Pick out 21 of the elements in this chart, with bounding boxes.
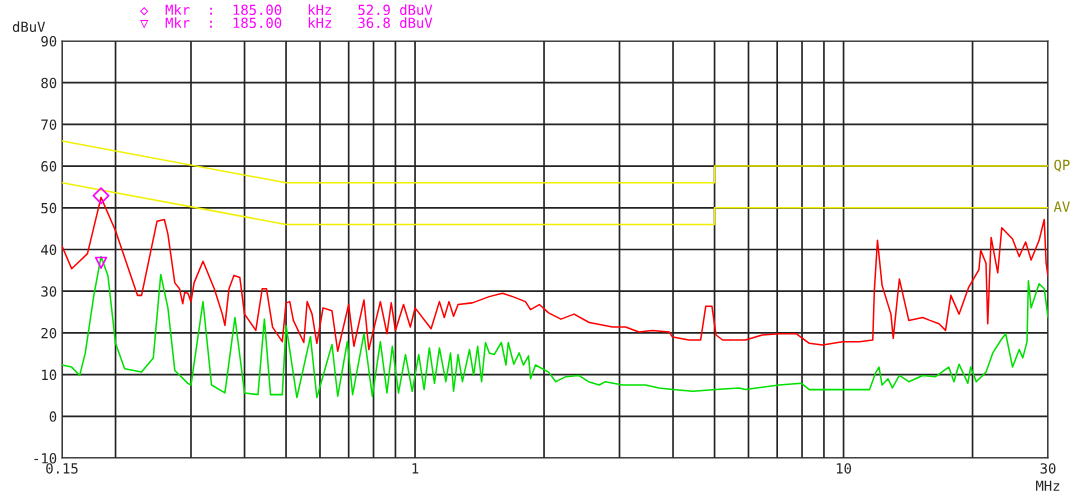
x-tick-label: 0.15: [46, 463, 78, 474]
y-tick-label: 50: [41, 202, 57, 214]
x-axis-title: MHz: [1036, 480, 1060, 491]
y-tick-label: 0: [49, 411, 57, 422]
y-tick-label: 40: [41, 244, 57, 256]
x-tick-label: 1: [412, 463, 419, 474]
y-tick-label: 30: [41, 286, 57, 297]
y-tick-label: -10: [34, 453, 57, 464]
x-tick-label: 30: [1040, 463, 1056, 474]
text: ◇ Mkr : 185.00 kHz 52.9 dBuV: [140, 4, 433, 16]
series-label: AV: [1053, 201, 1070, 212]
y-tick-label: 10: [42, 369, 57, 381]
y-axis-title: dBuV: [12, 21, 46, 33]
y-tick-label: 90: [41, 36, 57, 47]
x-tick-label: 10: [836, 463, 852, 474]
y-tick-label: 60: [41, 161, 57, 172]
series-label: QP: [1054, 159, 1070, 172]
text: ▽ Mkr : 185.00 kHz 36.8 dBuV: [140, 17, 433, 29]
y-tick-label: 20: [41, 327, 57, 339]
y-tick-label: 70: [41, 119, 57, 130]
y-tick-label: 80: [41, 77, 57, 89]
